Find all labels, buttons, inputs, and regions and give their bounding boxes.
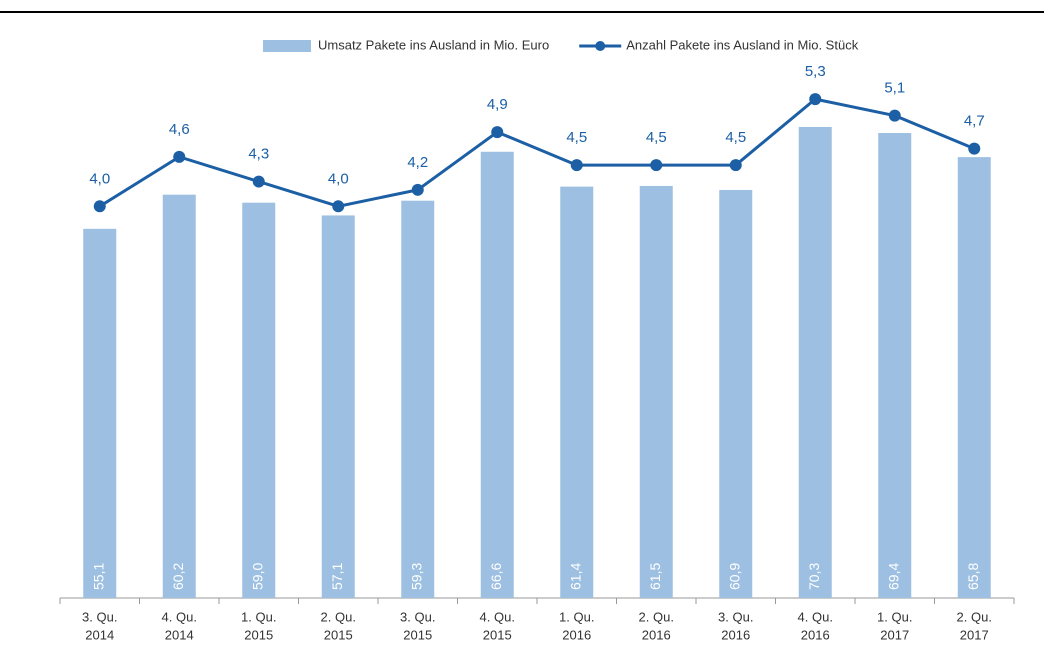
line-marker	[968, 142, 981, 155]
x-tick-label: 2014	[85, 627, 114, 642]
bar-value-label: 59,0	[249, 563, 265, 590]
bar-value-label: 61,4	[567, 563, 583, 590]
bar-value-label: 69,4	[885, 563, 901, 590]
x-tick-label: 2. Qu.	[321, 609, 356, 624]
bar	[798, 126, 832, 599]
line-marker	[650, 159, 663, 172]
x-tick-label: 1. Qu.	[241, 609, 276, 624]
legend-label: Umsatz Pakete ins Ausland in Mio. Euro	[318, 37, 549, 52]
line-marker	[173, 150, 186, 163]
line-value-label: 5,3	[805, 63, 826, 80]
bar	[162, 194, 196, 598]
bar-value-label: 66,6	[488, 563, 504, 590]
legend-swatch	[263, 40, 311, 52]
bar	[480, 151, 514, 598]
legend-marker	[595, 41, 606, 51]
x-tick-label: 2. Qu.	[639, 609, 674, 624]
line-value-label: 4,2	[407, 154, 428, 171]
line-value-label: 4,0	[89, 170, 110, 187]
line-marker	[888, 109, 901, 122]
line-value-label: 4,6	[169, 121, 190, 138]
bar	[401, 200, 435, 598]
line-value-label: 4,5	[646, 129, 667, 146]
bar-value-label: 61,5	[647, 563, 663, 590]
x-tick-label: 1. Qu.	[559, 609, 594, 624]
x-tick-label: 2. Qu.	[957, 609, 992, 624]
bar-value-label: 70,3	[806, 563, 822, 590]
x-tick-label: 2016	[642, 627, 671, 642]
x-tick-label: 1. Qu.	[877, 609, 912, 624]
line-marker	[93, 200, 106, 213]
x-tick-label: 3. Qu.	[400, 609, 435, 624]
bar-value-label: 60,2	[170, 563, 186, 590]
x-tick-label: 3. Qu.	[718, 609, 753, 624]
x-tick-label: 4. Qu.	[480, 609, 515, 624]
line	[98, 97, 975, 208]
x-tick-label: 2015	[244, 627, 273, 642]
line-value-label: 4,9	[487, 96, 508, 113]
bar	[242, 202, 276, 598]
bar	[878, 133, 912, 598]
line-marker	[809, 93, 822, 106]
x-tick-label: 2017	[880, 627, 909, 642]
x-tick-label: 2016	[721, 627, 750, 642]
line-value-label: 4,5	[725, 129, 746, 146]
line-value-label: 4,7	[964, 113, 985, 130]
x-tick-label: 2016	[801, 627, 830, 642]
x-tick-label: 2014	[165, 627, 194, 642]
line-marker	[729, 159, 742, 172]
line-marker	[491, 126, 504, 139]
bar-value-label: 55,1	[90, 563, 106, 590]
legend-label: Anzahl Pakete ins Ausland in Mio. Stück	[626, 37, 858, 52]
bar-value-label: 57,1	[329, 563, 345, 590]
x-tick-label: 3. Qu.	[82, 609, 117, 624]
line-value-label: 4,5	[566, 129, 587, 146]
x-tick-label: 2015	[483, 627, 512, 642]
x-tick-label: 2015	[324, 627, 353, 642]
bar	[639, 185, 673, 598]
bar	[957, 157, 991, 598]
x-tick-label: 4. Qu.	[162, 609, 197, 624]
bar-value-label: 60,9	[726, 563, 742, 590]
bar-value-label: 65,8	[965, 563, 981, 590]
line-marker	[570, 159, 583, 172]
line-value-label: 4,3	[248, 146, 269, 163]
line-marker	[411, 183, 424, 196]
bar	[321, 215, 355, 598]
bar	[83, 228, 117, 598]
bar-value-label: 59,3	[408, 563, 424, 590]
x-tick-label: 2015	[403, 627, 432, 642]
line-value-label: 4,0	[328, 170, 349, 187]
x-tick-label: 2017	[960, 627, 989, 642]
x-tick-label: 2016	[562, 627, 591, 642]
bar	[560, 186, 594, 598]
line-marker	[252, 175, 265, 188]
x-tick-label: 4. Qu.	[798, 609, 833, 624]
line-value-label: 5,1	[884, 80, 905, 97]
bar	[719, 189, 753, 598]
line-marker	[332, 200, 345, 213]
